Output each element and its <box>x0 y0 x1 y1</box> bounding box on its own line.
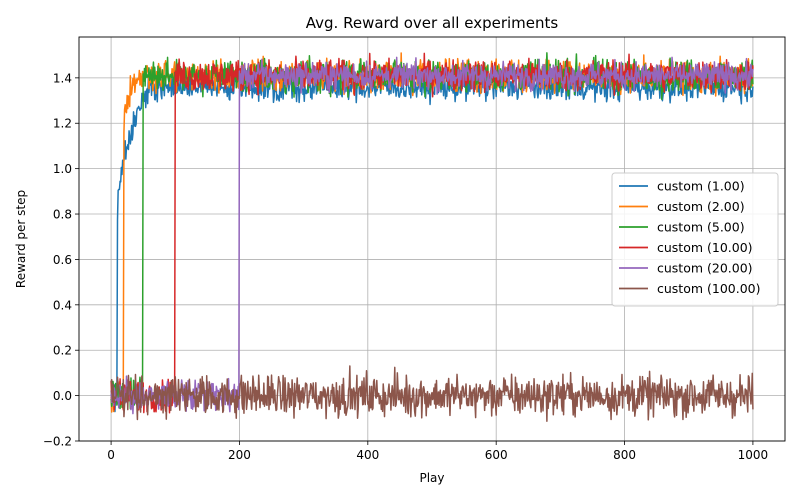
x-tick-label: 800 <box>613 448 636 462</box>
legend-entry: custom (1.00) <box>657 179 745 194</box>
plot-area <box>110 52 754 422</box>
chart-title: Avg. Reward over all experiments <box>306 14 559 32</box>
x-tick-label: 1000 <box>738 448 769 462</box>
y-tick-label: 1.0 <box>53 162 72 176</box>
x-axis-label: Play <box>419 471 444 485</box>
legend-entry: custom (10.00) <box>657 240 753 255</box>
y-tick-label: 1.2 <box>53 117 72 131</box>
legend-entry: custom (5.00) <box>657 220 745 235</box>
x-tick-label: 600 <box>485 448 508 462</box>
y-tick-label: 0.0 <box>53 389 72 403</box>
x-tick-label: 400 <box>356 448 379 462</box>
legend-entry: custom (20.00) <box>657 261 753 276</box>
y-tick-label: −0.2 <box>43 435 72 449</box>
axes-frame <box>78 36 786 442</box>
x-tick-label: 0 <box>107 448 115 462</box>
series-line <box>110 365 754 422</box>
y-axis: −0.2 0.0 0.2 0.4 0.6 0.8 1.0 1.2 1.4 <box>43 71 79 449</box>
x-axis: 0 200 400 600 800 1000 <box>107 441 768 462</box>
y-tick-label: 0.4 <box>53 298 72 312</box>
x-tick-label: 200 <box>228 448 251 462</box>
y-tick-label: 1.4 <box>53 71 72 85</box>
y-tick-label: 0.8 <box>53 208 72 222</box>
y-tick-label: 0.6 <box>53 253 72 267</box>
legend: custom (1.00) custom (2.00) custom (5.00) c… <box>611 172 779 307</box>
y-axis-label: Reward per step <box>14 190 28 288</box>
series-line <box>110 56 754 415</box>
legend-entry: custom (2.00) <box>657 199 745 214</box>
legend-entry: custom (100.00) <box>657 281 761 296</box>
legend-box <box>611 172 779 307</box>
y-tick-label: 0.2 <box>53 344 72 358</box>
